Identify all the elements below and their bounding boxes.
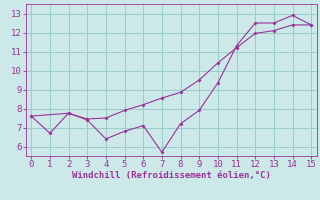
X-axis label: Windchill (Refroidissement éolien,°C): Windchill (Refroidissement éolien,°C) bbox=[72, 171, 271, 180]
